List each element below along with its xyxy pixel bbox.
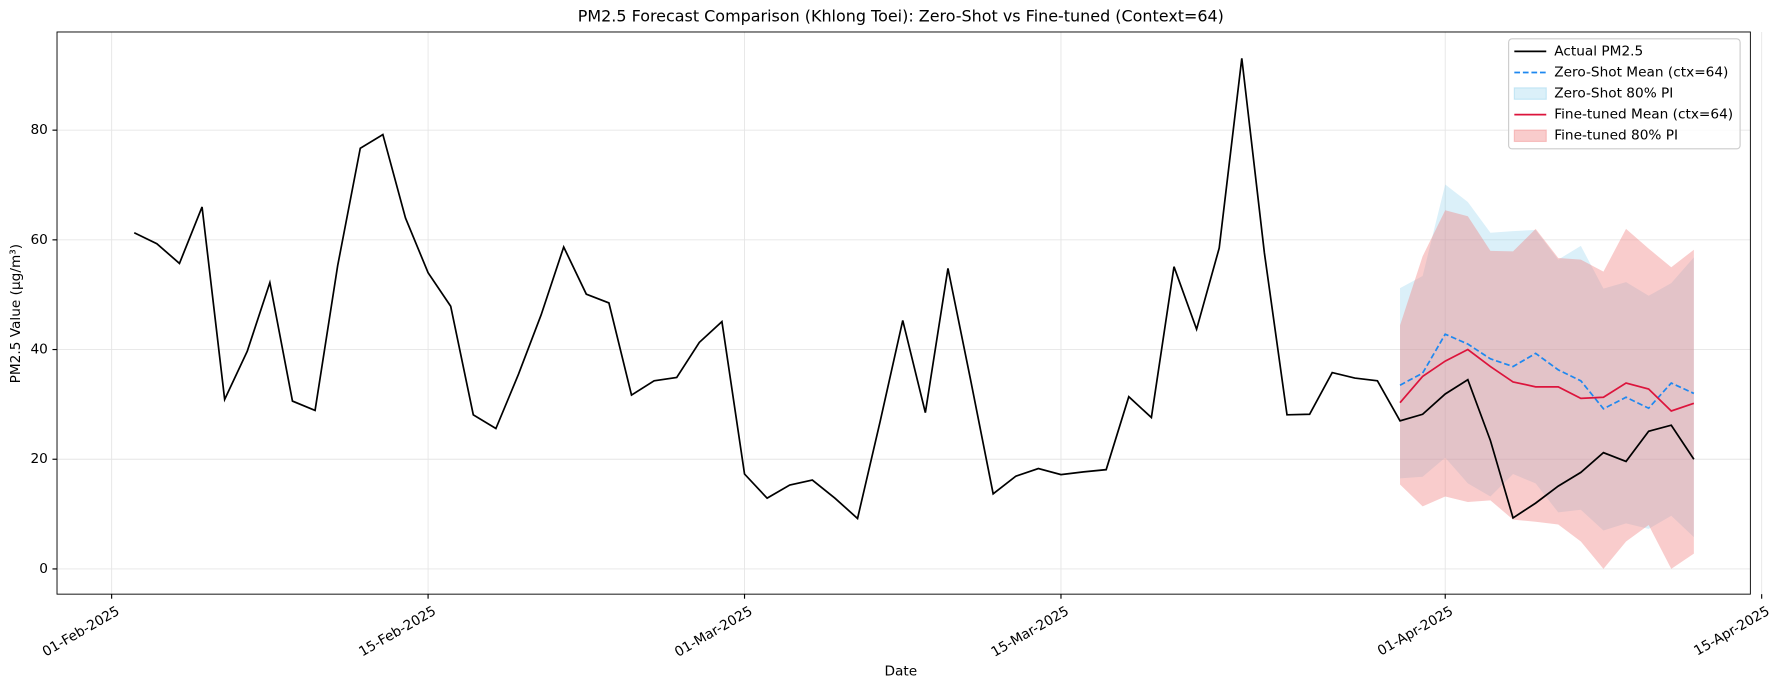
legend-swatch: [1513, 87, 1547, 100]
legend-label: Actual PM2.5: [1554, 43, 1643, 59]
x-tick-label: 01-Feb-2025: [40, 603, 123, 660]
prediction-band: [1400, 210, 1694, 569]
legend-label: Fine-tuned 80% PI: [1554, 128, 1678, 144]
prediction-band: [1400, 184, 1694, 538]
y-axis-label: PM2.5 Value (µg/m³): [8, 244, 24, 383]
y-tick-label: 60: [30, 232, 47, 248]
series-line: [133, 58, 1695, 521]
x-tick-label: 15-Apr-2025: [1691, 603, 1772, 659]
y-tick-label: 80: [30, 122, 47, 138]
x-tick-label: 01-Mar-2025: [672, 603, 755, 660]
x-tick-label: 15-Mar-2025: [988, 603, 1071, 660]
y-tick-label: 0: [39, 561, 48, 577]
legend-label: Zero-Shot Mean (ctx=64): [1554, 64, 1728, 80]
y-tick-label: 40: [30, 342, 47, 358]
legend-box: [1508, 38, 1741, 150]
x-tick-label: 15-Feb-2025: [356, 603, 439, 660]
x-axis-label: Date: [884, 664, 917, 680]
legend-label: Zero-Shot 80% PI: [1554, 86, 1673, 102]
y-tick-label: 20: [30, 451, 47, 467]
legend-label: Fine-tuned Mean (ctx=64): [1554, 107, 1733, 123]
legend-swatch: [1513, 129, 1547, 143]
series-line: [1399, 348, 1695, 412]
plot-frame: [56, 31, 1751, 595]
x-tick-label: 01-Apr-2025: [1375, 603, 1456, 659]
chart-title: PM2.5 Forecast Comparison (Khlong Toei):…: [578, 7, 1224, 26]
